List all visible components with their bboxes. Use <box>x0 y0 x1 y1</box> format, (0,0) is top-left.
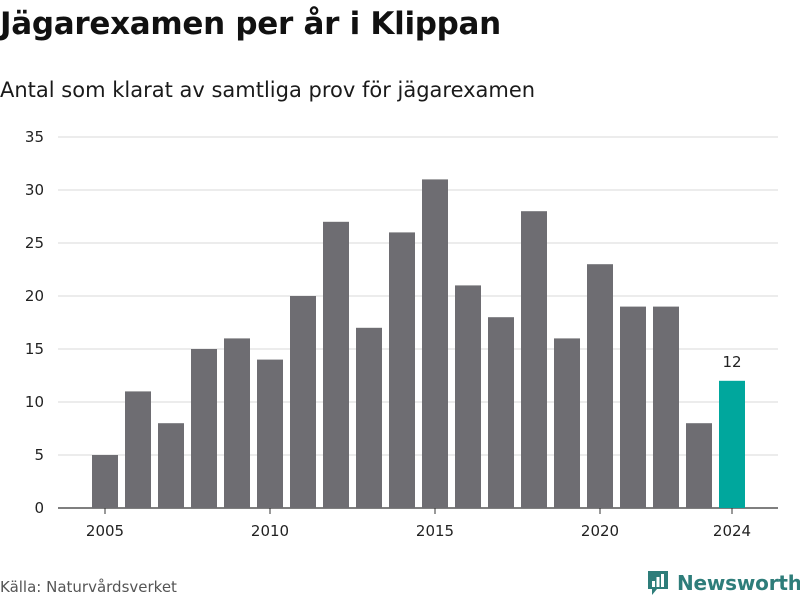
bar-2022 <box>653 306 679 508</box>
x-tick-label: 2020 <box>581 522 619 540</box>
y-tick-label: 30 <box>25 181 44 199</box>
brand: Newsworthy <box>645 568 800 598</box>
bar-2005 <box>92 455 118 508</box>
bar-2019 <box>554 338 580 508</box>
x-tick-label: 2005 <box>86 522 124 540</box>
bar-2008 <box>191 349 217 508</box>
data-label-2024: 12 <box>722 353 741 371</box>
y-tick-label: 35 <box>25 128 44 146</box>
bar-2017 <box>488 317 514 508</box>
y-tick-label: 0 <box>34 499 44 517</box>
bar-2016 <box>455 285 481 508</box>
source-note: Källa: Naturvårdsverket <box>0 578 177 596</box>
bar-2010 <box>257 359 283 508</box>
chart-subtitle: Antal som klarat av samtliga prov för jä… <box>0 78 536 102</box>
bar-2013 <box>356 327 382 508</box>
data-labels: 12 <box>722 353 741 371</box>
y-axis: 0 5 10 15 20 25 30 35 <box>25 128 44 517</box>
bar-2023 <box>686 423 712 508</box>
x-axis: 2005 2010 2015 2020 2024 <box>86 508 751 540</box>
y-tick-label: 25 <box>25 234 44 252</box>
bar-2021 <box>620 306 646 508</box>
y-tick-label: 15 <box>25 340 44 358</box>
x-tick-label: 2010 <box>251 522 289 540</box>
bar-2024 <box>719 380 745 508</box>
bar-2012 <box>323 221 349 509</box>
y-tick-label: 20 <box>25 287 44 305</box>
bar-2011 <box>290 296 316 508</box>
x-tick-label: 2015 <box>416 522 454 540</box>
bar-2014 <box>389 232 415 508</box>
chart-title: Jägarexamen per år i Klippan <box>0 6 501 42</box>
bar-2020 <box>587 264 613 508</box>
y-tick-label: 5 <box>34 446 44 464</box>
bar-2009 <box>224 338 250 508</box>
bar-2015 <box>422 179 448 508</box>
bars <box>92 179 745 509</box>
x-tick-label: 2024 <box>713 522 751 540</box>
bar-2006 <box>125 391 151 508</box>
bar-2007 <box>158 423 184 508</box>
brand-name: Newsworthy <box>677 571 800 595</box>
y-tick-label: 10 <box>25 393 44 411</box>
bar-2018 <box>521 211 547 508</box>
newsworthy-logo-icon <box>648 571 668 595</box>
